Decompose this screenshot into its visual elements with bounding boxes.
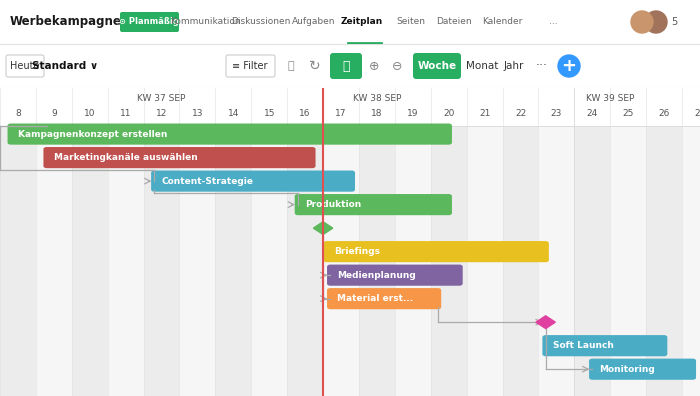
Text: 5: 5: [671, 17, 677, 27]
Bar: [467, 88, 503, 396]
Text: Kommunikation: Kommunikation: [169, 17, 240, 27]
Text: Woche: Woche: [417, 61, 456, 71]
FancyBboxPatch shape: [542, 335, 667, 356]
Text: ⬜: ⬜: [288, 61, 294, 71]
Bar: [323, 88, 359, 396]
Bar: [216, 88, 251, 396]
Circle shape: [631, 11, 653, 33]
Bar: [575, 88, 610, 396]
FancyBboxPatch shape: [120, 12, 179, 32]
Text: Heute: Heute: [10, 61, 40, 71]
Text: 24: 24: [587, 109, 598, 118]
Bar: [287, 88, 323, 396]
Text: Aufgaben: Aufgaben: [293, 17, 336, 27]
Text: 25: 25: [622, 109, 634, 118]
Text: KW 38 SEP: KW 38 SEP: [353, 94, 401, 103]
Bar: [0, 88, 700, 126]
Text: Kampagnenkonzept erstellen: Kampagnenkonzept erstellen: [18, 129, 167, 139]
Bar: [251, 88, 287, 396]
Text: ⤴: ⤴: [342, 59, 350, 72]
Text: ⊖: ⊖: [392, 59, 402, 72]
Text: ···: ···: [536, 59, 548, 72]
Text: +: +: [561, 57, 577, 75]
Text: 17: 17: [335, 109, 346, 118]
Text: Monat: Monat: [466, 61, 498, 71]
Text: 16: 16: [300, 109, 311, 118]
Text: 23: 23: [551, 109, 562, 118]
Text: 22: 22: [515, 109, 526, 118]
Text: Standard ∨: Standard ∨: [32, 61, 98, 71]
Text: Seiten: Seiten: [396, 17, 426, 27]
Bar: [0, 88, 36, 396]
Polygon shape: [536, 316, 555, 329]
FancyBboxPatch shape: [330, 53, 362, 79]
FancyBboxPatch shape: [151, 171, 355, 192]
Bar: [359, 88, 395, 396]
Text: Produktion: Produktion: [305, 200, 361, 209]
Bar: [682, 88, 700, 396]
FancyBboxPatch shape: [8, 124, 452, 145]
Text: 14: 14: [228, 109, 239, 118]
Text: 13: 13: [192, 109, 203, 118]
FancyBboxPatch shape: [295, 194, 452, 215]
Bar: [72, 88, 108, 396]
FancyBboxPatch shape: [413, 53, 461, 79]
Text: 10: 10: [84, 109, 95, 118]
FancyBboxPatch shape: [226, 55, 275, 77]
Bar: [108, 88, 144, 396]
Text: ≡ Filter: ≡ Filter: [232, 61, 267, 71]
Text: ⊕: ⊕: [369, 59, 379, 72]
Text: ☆: ☆: [114, 17, 123, 27]
Text: Kalender: Kalender: [482, 17, 522, 27]
Text: Marketingkanäle auswählen: Marketingkanäle auswählen: [54, 153, 197, 162]
Bar: [144, 88, 179, 396]
Text: Dateien: Dateien: [436, 17, 472, 27]
Text: 9: 9: [51, 109, 57, 118]
Text: 21: 21: [479, 109, 490, 118]
Text: 11: 11: [120, 109, 132, 118]
Circle shape: [558, 55, 580, 77]
Bar: [430, 88, 467, 396]
Text: Jahr: Jahr: [504, 61, 524, 71]
FancyBboxPatch shape: [323, 241, 549, 262]
Text: Monitoring: Monitoring: [599, 365, 655, 374]
Bar: [36, 88, 72, 396]
Text: Soft Launch: Soft Launch: [553, 341, 614, 350]
FancyBboxPatch shape: [589, 359, 696, 380]
Text: Diskussionen: Diskussionen: [231, 17, 290, 27]
Text: 18: 18: [371, 109, 383, 118]
Text: 27: 27: [694, 109, 700, 118]
Text: Briefings: Briefings: [334, 247, 380, 256]
Bar: [395, 88, 430, 396]
Bar: [179, 88, 216, 396]
Bar: [610, 88, 646, 396]
FancyBboxPatch shape: [327, 265, 463, 286]
Text: 26: 26: [659, 109, 670, 118]
Text: Material erst...: Material erst...: [337, 294, 414, 303]
Text: 12: 12: [156, 109, 167, 118]
Text: KW 39 SEP: KW 39 SEP: [586, 94, 634, 103]
Text: KW 37 SEP: KW 37 SEP: [137, 94, 186, 103]
FancyBboxPatch shape: [327, 288, 441, 309]
FancyBboxPatch shape: [43, 147, 316, 168]
Text: ...: ...: [549, 17, 557, 27]
Text: 15: 15: [263, 109, 275, 118]
Text: 20: 20: [443, 109, 454, 118]
Bar: [503, 88, 538, 396]
Text: ↻: ↻: [309, 59, 321, 73]
Text: Medienplanung: Medienplanung: [337, 270, 416, 280]
Text: 19: 19: [407, 109, 419, 118]
Text: Zeitplan: Zeitplan: [341, 17, 383, 27]
Text: Werbekampagne: Werbekampagne: [10, 15, 122, 29]
Text: ⊙ Planmäßig: ⊙ Planmäßig: [119, 17, 179, 27]
FancyBboxPatch shape: [6, 55, 44, 77]
Circle shape: [645, 11, 667, 33]
Bar: [538, 88, 575, 396]
Polygon shape: [314, 222, 332, 234]
Text: 8: 8: [15, 109, 21, 118]
Text: Content-Strategie: Content-Strategie: [162, 177, 253, 186]
Bar: [646, 88, 682, 396]
